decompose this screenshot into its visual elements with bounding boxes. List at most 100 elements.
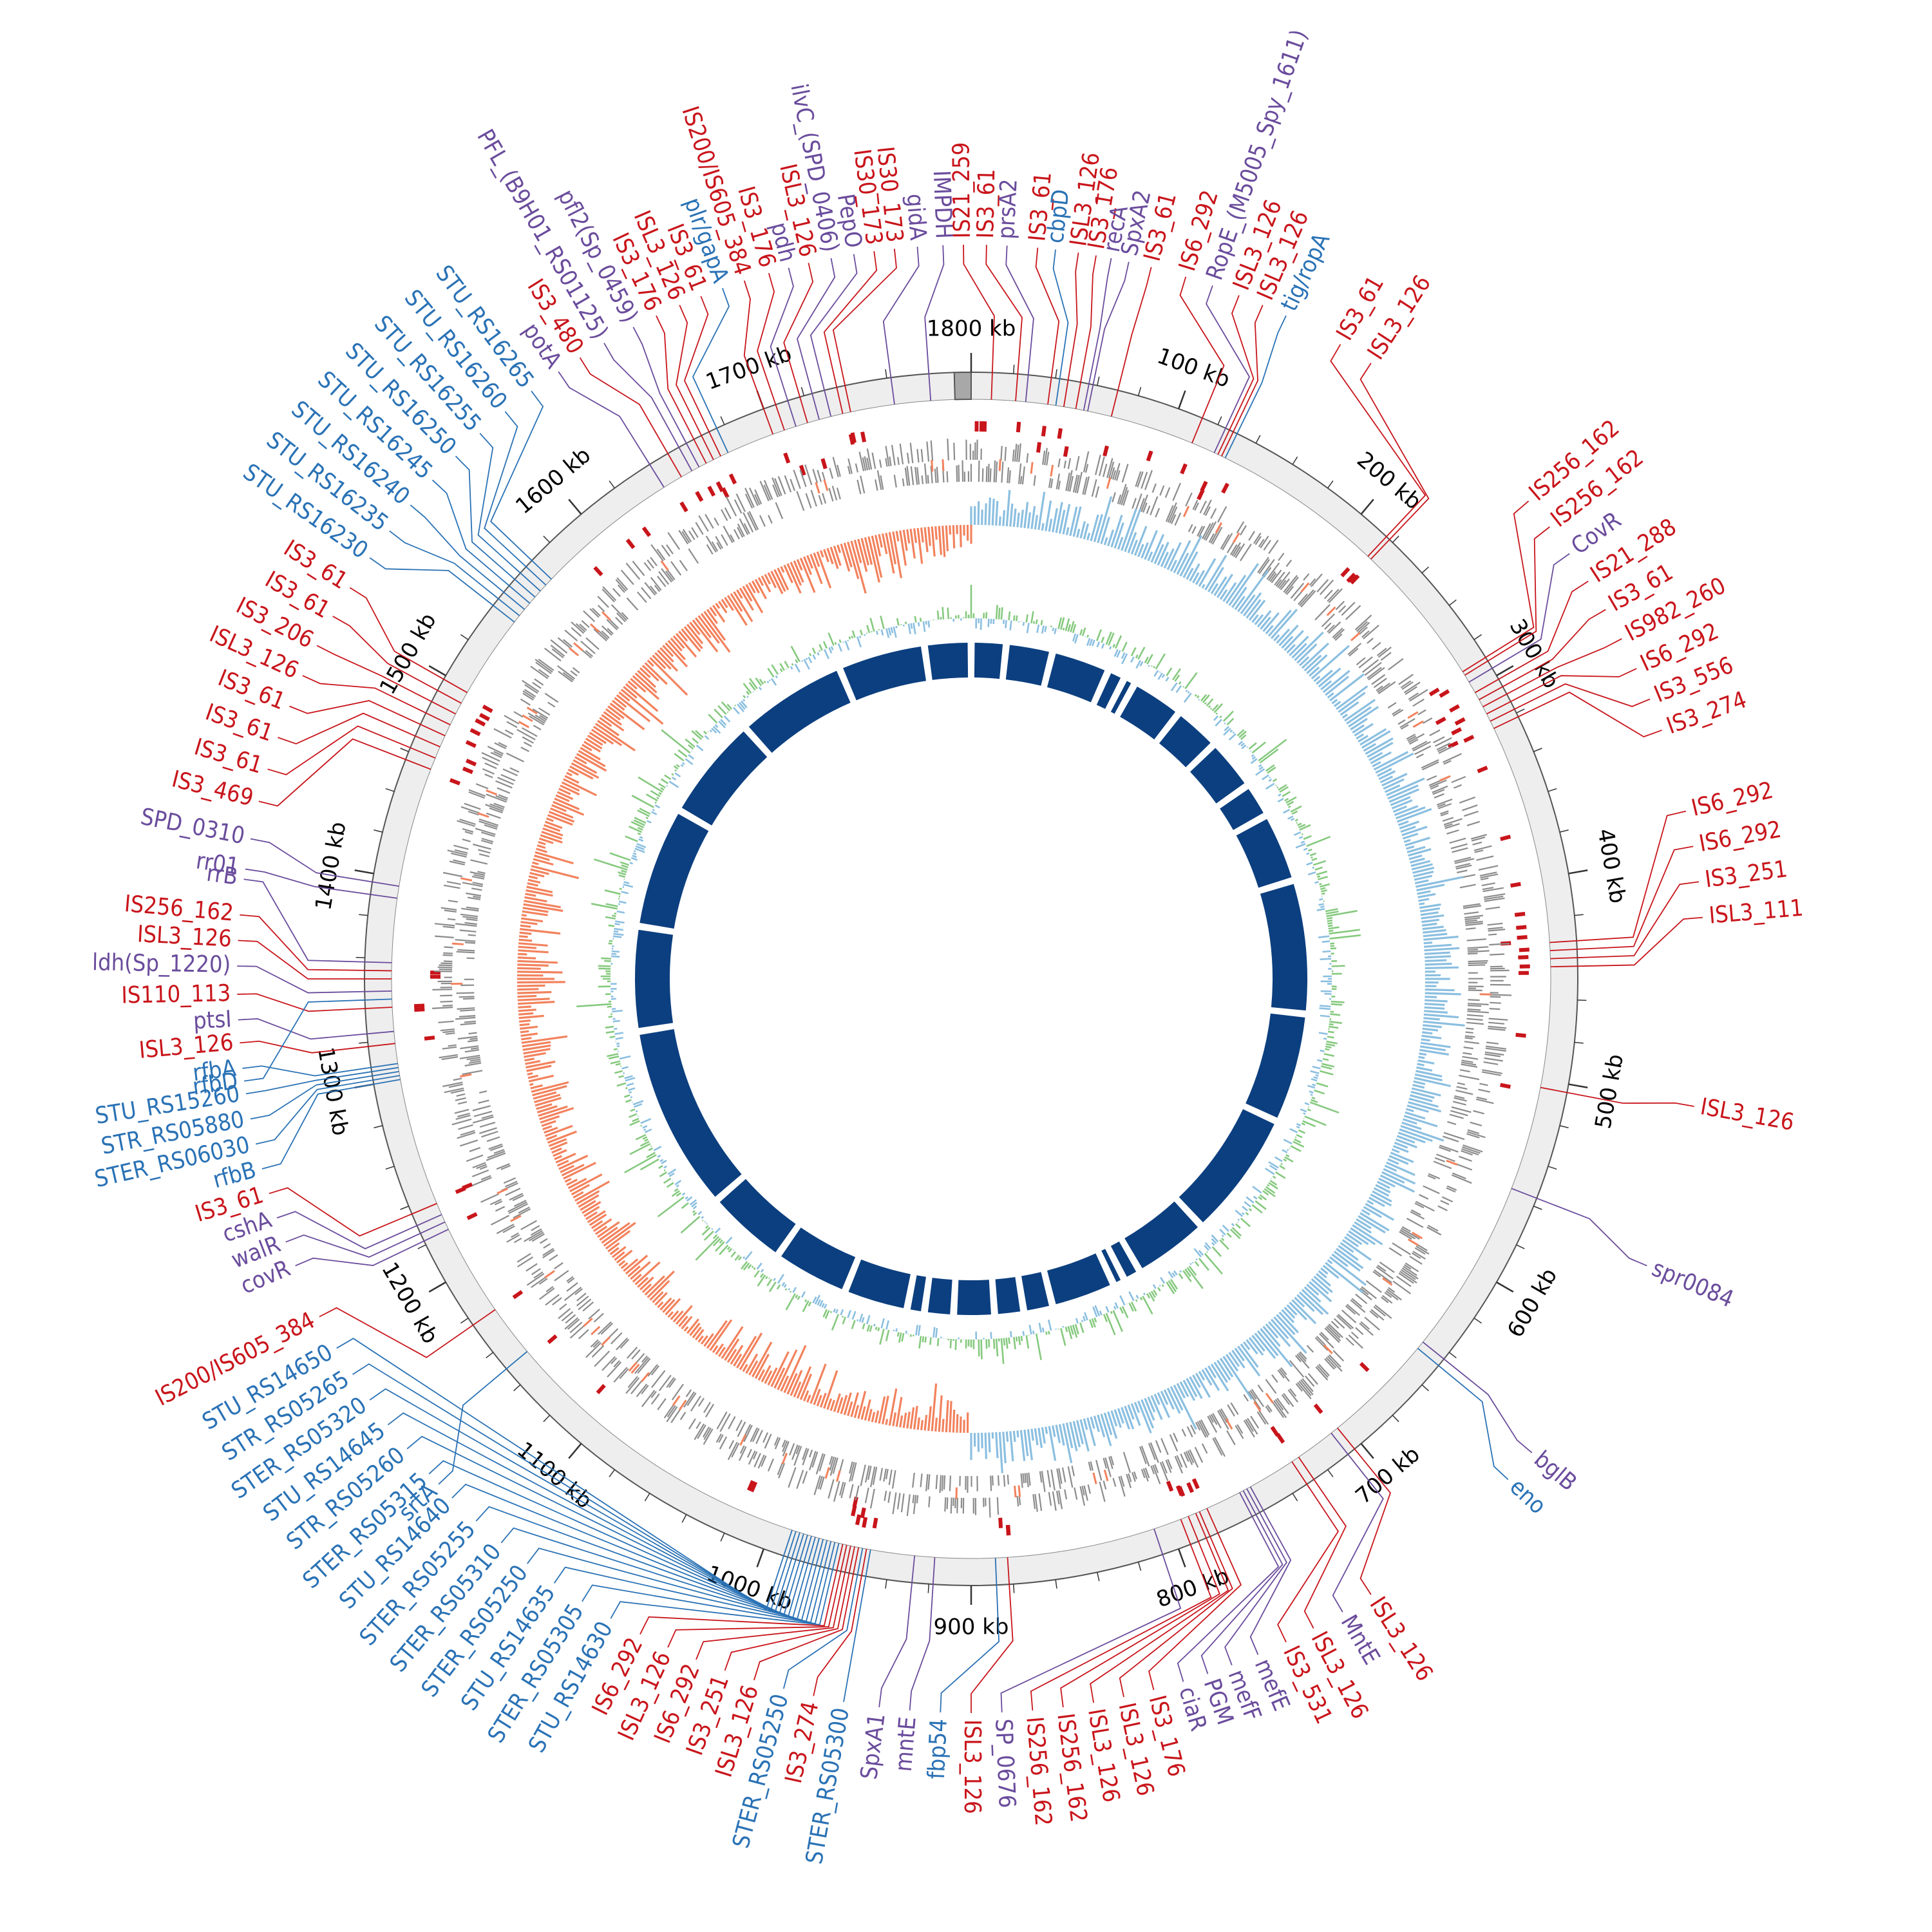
minor-tick xyxy=(385,788,395,792)
is-element-mark xyxy=(1454,717,1466,726)
is-element-mark xyxy=(1200,480,1208,492)
minor-tick xyxy=(1533,1206,1542,1210)
minor-tick xyxy=(1516,1244,1525,1249)
synteny-block xyxy=(974,643,1003,679)
is-element-mark xyxy=(1517,935,1528,940)
synteny-block xyxy=(995,1276,1021,1314)
feature-label: IS110_113 xyxy=(121,980,231,1009)
synteny-block xyxy=(1179,1109,1274,1223)
minor-tick xyxy=(359,914,368,916)
cds-highlight xyxy=(955,1487,958,1499)
major-tick xyxy=(1568,1083,1588,1089)
leader-line xyxy=(1177,1492,1280,1682)
is-element-mark xyxy=(1477,766,1488,773)
leader-line xyxy=(527,1540,828,1622)
feature-label: IS3_251 xyxy=(1703,856,1789,893)
leader-line xyxy=(1217,295,1255,455)
leader-line xyxy=(823,251,878,414)
is-element-mark xyxy=(547,1334,558,1345)
leader-line xyxy=(240,1040,395,1054)
leader-line xyxy=(1060,1516,1220,1708)
is-element-mark xyxy=(1036,442,1042,453)
is-element-mark xyxy=(799,464,806,476)
minor-tick xyxy=(359,1041,368,1044)
synteny-block xyxy=(1245,1013,1305,1118)
leader-line xyxy=(500,1527,824,1621)
minor-tick xyxy=(460,1318,469,1324)
is-element-mark xyxy=(1006,1524,1011,1536)
minor-tick xyxy=(400,1206,409,1210)
leader-line xyxy=(1249,1486,1292,1655)
leader-line xyxy=(1475,580,1589,694)
minor-tick xyxy=(460,634,469,640)
feature-label: rrB xyxy=(205,860,239,891)
leader-line xyxy=(940,1558,1000,1713)
leader-line xyxy=(1422,1341,1533,1454)
synteny-block xyxy=(639,1029,742,1197)
leader-line xyxy=(276,1211,442,1249)
leader-line xyxy=(245,1066,399,1095)
is-element-mark xyxy=(1515,1032,1526,1038)
is-element-mark xyxy=(860,1507,866,1519)
is-element-mark xyxy=(750,1481,758,1493)
leader-line xyxy=(1052,249,1069,406)
leader-line xyxy=(1482,638,1622,708)
tick-label: 1400 kb xyxy=(310,820,351,912)
leader-line xyxy=(1090,1513,1229,1703)
minor-tick xyxy=(543,1415,551,1423)
feature-label: IS21_259 xyxy=(948,142,976,239)
leader-line xyxy=(1464,526,1550,676)
feature-label: prsA2 xyxy=(993,178,1023,240)
leader-line xyxy=(1200,1490,1283,1674)
gc-content-positive xyxy=(576,585,1361,1364)
major-tick xyxy=(1496,1281,1514,1293)
leader-line xyxy=(475,1506,820,1620)
major-tick xyxy=(428,665,446,677)
synteny-block xyxy=(1120,687,1176,740)
feature-label: IS256_162 xyxy=(1021,1716,1056,1827)
leader-line xyxy=(428,1460,812,1618)
tick-label: 500 kb xyxy=(1590,1052,1629,1131)
leader-line xyxy=(1224,315,1287,459)
minor-tick xyxy=(1137,386,1142,396)
is-element-mark xyxy=(1510,882,1521,888)
cds-highlight xyxy=(641,1372,650,1383)
cds-highlight xyxy=(510,1215,522,1222)
is-element-track xyxy=(413,421,1530,1536)
tick-label: 600 kb xyxy=(1502,1264,1562,1342)
leader-line xyxy=(782,1548,864,1689)
feature-label: gidA xyxy=(902,193,931,241)
major-tick xyxy=(568,1443,582,1459)
gc-skew-track xyxy=(516,489,1465,1473)
leader-line xyxy=(285,1221,446,1258)
is-element-mark xyxy=(1359,1361,1370,1372)
cds-highlight xyxy=(1446,1159,1458,1166)
leader-line xyxy=(387,1412,804,1615)
feature-label: mntE xyxy=(891,1716,922,1772)
is-element-mark xyxy=(820,458,828,469)
minor-tick xyxy=(385,1166,395,1170)
minor-tick xyxy=(1421,1384,1429,1392)
leader-line xyxy=(878,1555,916,1708)
cds-highlight xyxy=(630,1363,640,1374)
cds-highlight xyxy=(522,714,533,723)
synteny-block xyxy=(1220,789,1264,830)
leader-line xyxy=(1330,344,1426,557)
minor-tick xyxy=(1473,634,1482,640)
is-element-mark xyxy=(1449,704,1460,713)
leader-line xyxy=(1119,1511,1233,1698)
minor-tick xyxy=(1327,1469,1334,1477)
cds-highlight xyxy=(1323,1344,1333,1354)
cds-highlight xyxy=(628,1361,638,1372)
leader-line xyxy=(610,1543,840,1625)
leader-line xyxy=(639,1544,844,1634)
synteny-block xyxy=(1260,884,1308,1011)
is-element-mark xyxy=(1435,716,1446,725)
synteny-block xyxy=(1046,1253,1110,1305)
is-element-mark xyxy=(695,491,704,502)
cds-highlight xyxy=(1253,1401,1262,1412)
feature-label: IS3_61 xyxy=(1024,171,1057,242)
leader-line xyxy=(1337,1427,1392,1595)
